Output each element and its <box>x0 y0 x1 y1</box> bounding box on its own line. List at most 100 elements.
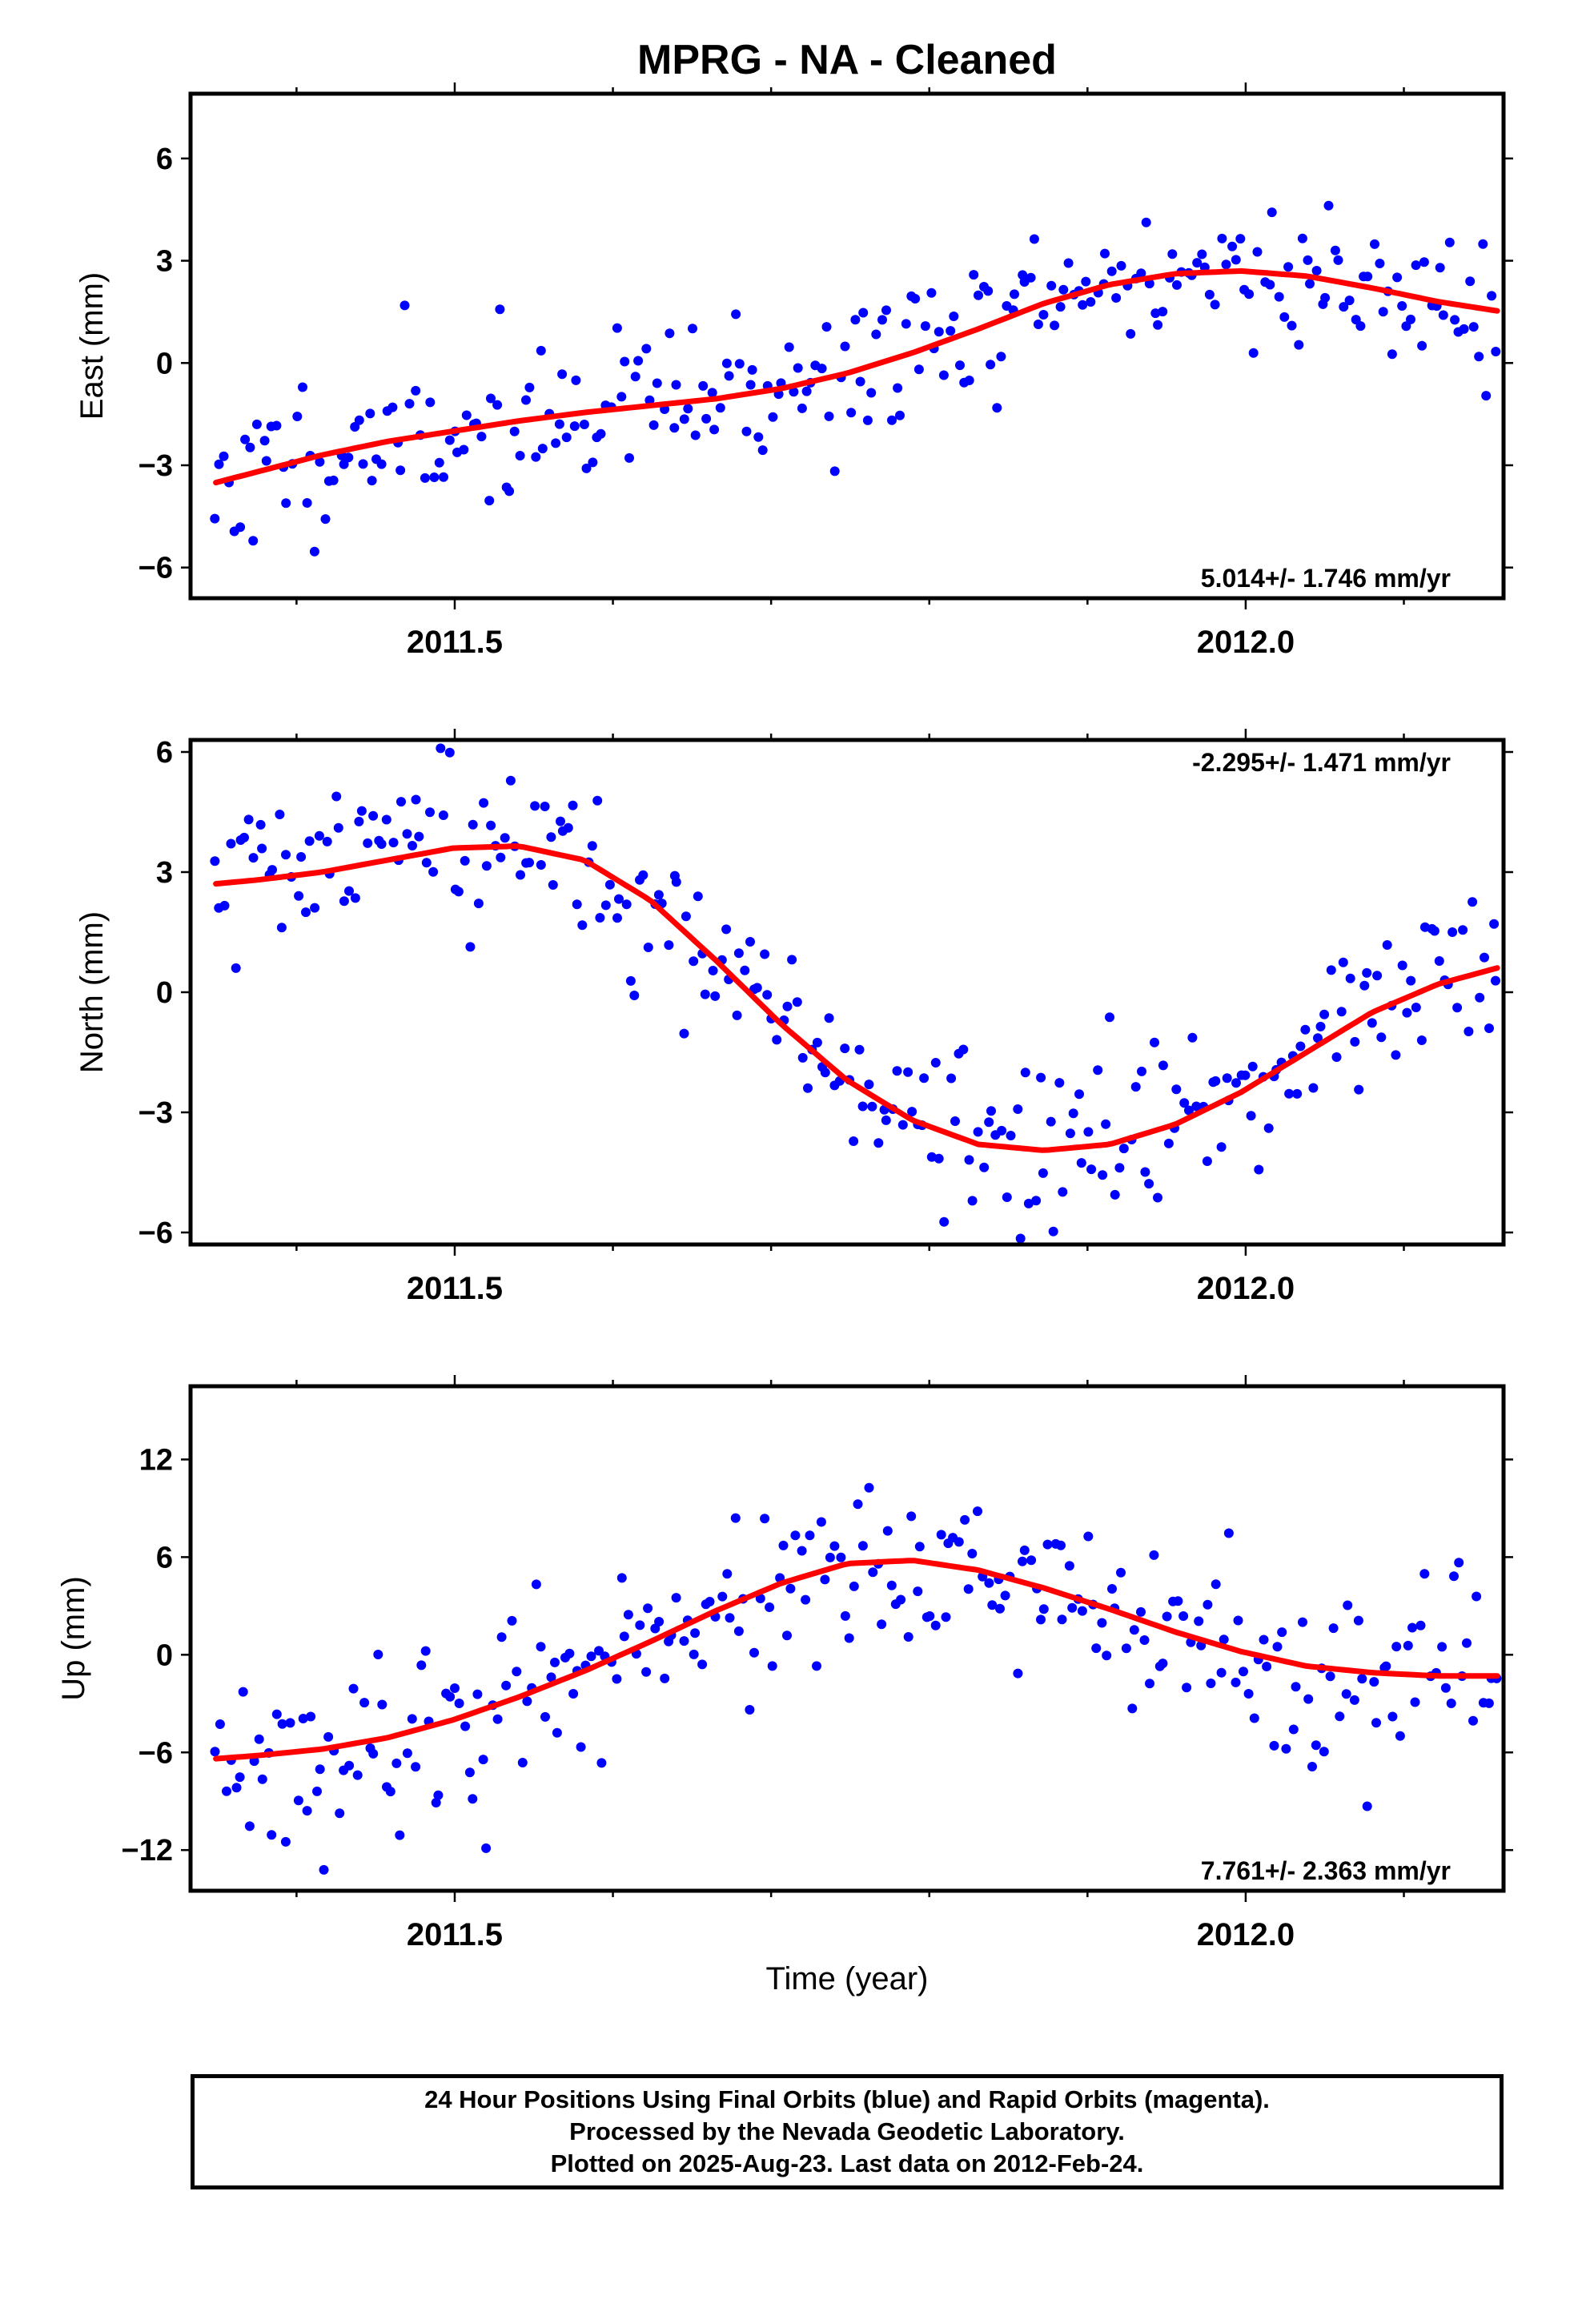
east-observation-point <box>1330 245 1340 255</box>
east-observation-point <box>974 290 983 300</box>
east-observation-point <box>821 322 832 332</box>
east-observation-point <box>1303 255 1313 265</box>
east-observation-point <box>1078 300 1088 310</box>
east-observation-point <box>569 421 580 432</box>
up-observation-point <box>1000 1590 1010 1601</box>
east-observation-point <box>1487 291 1497 301</box>
up-observation-point <box>359 1698 370 1708</box>
up-observation-point <box>277 1719 287 1729</box>
north-observation-point <box>1038 1168 1048 1178</box>
up-observation-point <box>1042 1539 1053 1550</box>
north-observation-point <box>1362 967 1372 978</box>
up-observation-point <box>280 1836 291 1847</box>
up-observation-point <box>319 1864 329 1875</box>
up-observation-point <box>1097 1618 1107 1628</box>
north-observation-point <box>368 810 379 821</box>
east-observation-point <box>404 399 415 409</box>
east-observation-point <box>938 370 949 380</box>
north-observation-point <box>1054 1078 1065 1088</box>
north-observation-point <box>671 877 681 887</box>
north-observation-point <box>1402 1007 1412 1018</box>
up-observation-point <box>507 1615 517 1626</box>
east-observation-point <box>271 420 282 431</box>
up-observation-point <box>1341 1689 1351 1699</box>
east-observation-point <box>1267 207 1277 218</box>
north-observation-point <box>721 924 732 935</box>
east-observation-point <box>1344 296 1355 306</box>
up-observation-point <box>586 1651 596 1662</box>
north-observation-point <box>226 838 236 849</box>
east-observation-point <box>1136 268 1146 279</box>
north-observation-point <box>563 822 573 833</box>
north-observation-point <box>1391 1050 1401 1060</box>
up-observation-point <box>1446 1699 1456 1708</box>
east-observation-point <box>439 472 448 482</box>
up-observation-point <box>454 1699 464 1708</box>
up-observation-point <box>1013 1668 1023 1679</box>
east-observation-point <box>747 364 757 375</box>
up-observation-point <box>864 1482 874 1493</box>
east-ytick-label: −6 <box>139 552 173 585</box>
north-observation-point <box>926 1152 937 1162</box>
up-observation-point <box>373 1650 383 1659</box>
north-observation-point <box>1068 1108 1078 1119</box>
up-observation-point <box>1149 1550 1159 1560</box>
north-observation-point <box>350 893 360 903</box>
east-observation-point <box>298 382 307 392</box>
up-observation-point <box>886 1580 897 1590</box>
north-observation-point <box>708 966 718 975</box>
east-observation-point <box>862 415 873 425</box>
up-observation-point <box>271 1709 282 1719</box>
east-observation-point <box>1058 284 1069 295</box>
up-observation-point <box>568 1689 579 1699</box>
north-observation-point <box>857 1101 868 1112</box>
up-observation-point <box>825 1552 835 1562</box>
up-observation-point <box>385 1787 396 1797</box>
north-observation-point <box>1158 1060 1168 1071</box>
east-observation-point <box>789 387 799 397</box>
east-observation-point <box>652 378 662 388</box>
up-observation-point <box>257 1774 267 1784</box>
north-observation-point <box>481 861 492 871</box>
north-observation-point <box>950 1116 960 1126</box>
north-axes: −6 −3 0 3 6 2011.5 2012.0 <box>139 729 1513 1306</box>
east-observation-point <box>561 432 572 443</box>
east-xtick-label: 2011.5 <box>407 625 503 660</box>
north-observation-point <box>867 1101 877 1112</box>
up-observation-point <box>906 1511 917 1522</box>
north-observation-point <box>638 870 648 880</box>
north-observation-point <box>1447 927 1458 937</box>
east-observation-point <box>1465 276 1476 287</box>
north-observation-point <box>1338 957 1348 967</box>
east-observation-point <box>365 408 375 419</box>
east-observation-point <box>387 402 398 412</box>
east-observation-point <box>259 436 270 446</box>
up-observation-point <box>576 1742 586 1752</box>
up-plot-frame <box>188 1384 1506 1893</box>
north-observation-point <box>1118 1144 1129 1154</box>
up-observation-point <box>767 1661 777 1671</box>
up-observation-point <box>1407 1622 1417 1633</box>
up-observation-point <box>1410 1697 1420 1707</box>
east-observation-point <box>690 430 701 440</box>
up-observation-point <box>1178 1611 1189 1621</box>
north-observation-point <box>803 1083 813 1093</box>
north-observation-point <box>840 1043 850 1054</box>
east-observation-point <box>292 412 303 421</box>
up-observation-point <box>478 1755 488 1765</box>
north-observation-point <box>1202 1156 1212 1166</box>
east-observation-point <box>461 410 472 420</box>
up-observation-point <box>1206 1679 1216 1688</box>
north-observation-point <box>1300 1024 1311 1035</box>
up-observation-point <box>1219 1634 1229 1645</box>
east-observation-point <box>840 341 850 352</box>
east-rate-label: 5.014+/- 1.746 mm/yr <box>1201 564 1451 593</box>
east-observation-point <box>1392 272 1403 283</box>
east-observation-point <box>934 327 944 337</box>
north-observation-point <box>732 1010 742 1020</box>
east-observation-point <box>1444 237 1455 247</box>
east-observation-point <box>1305 279 1315 289</box>
east-observation-point <box>1417 340 1427 351</box>
north-observation-point <box>1284 1088 1295 1099</box>
east-observation-point <box>579 420 589 429</box>
